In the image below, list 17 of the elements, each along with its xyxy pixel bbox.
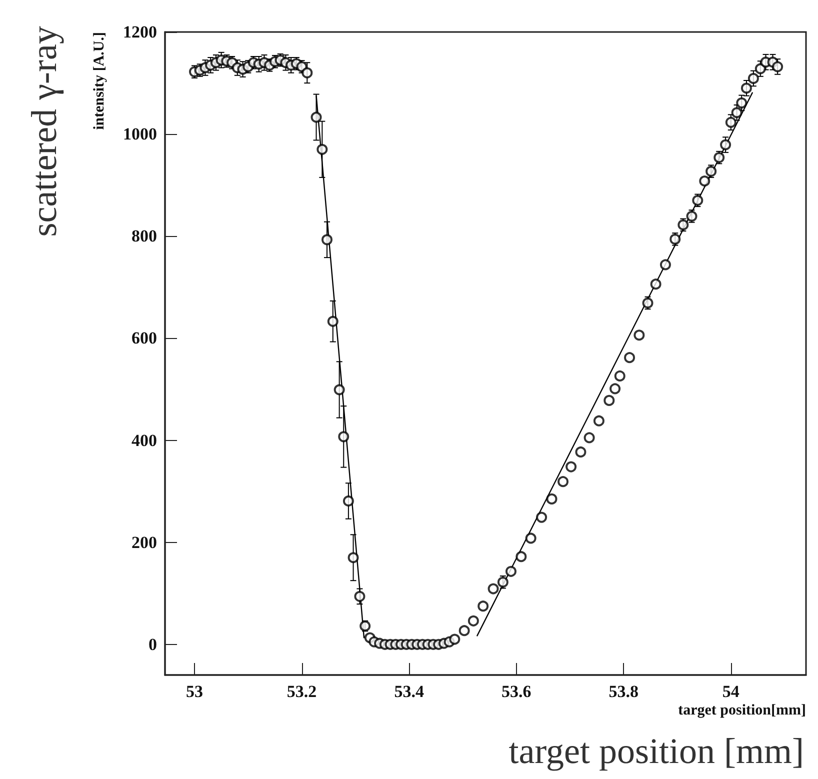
text: scattered γ-ray [24, 26, 64, 237]
x-tick-label: 53.8 [608, 682, 638, 701]
x-axis-title: target position[mm] [678, 702, 806, 718]
x-tick-label: 54 [722, 682, 740, 701]
y-tick-label: 600 [132, 328, 157, 348]
y-tick-label: 200 [132, 532, 157, 552]
y-tick-label: 400 [132, 430, 157, 450]
x-tick-label: 53.6 [501, 682, 532, 701]
y-tick-label: 0 [148, 634, 157, 654]
y-axis-title: intensity [A.U.] [92, 32, 108, 130]
y-tick-label: 800 [132, 226, 157, 246]
y-tick-label: 1000 [123, 124, 157, 144]
x-tick-label: 53.2 [286, 682, 317, 701]
x-tick-label: 53 [186, 682, 203, 701]
x-tick-label: 53.4 [394, 682, 424, 701]
text: target position [mm] [508, 731, 804, 771]
y-tick-label: 1200 [123, 22, 157, 42]
